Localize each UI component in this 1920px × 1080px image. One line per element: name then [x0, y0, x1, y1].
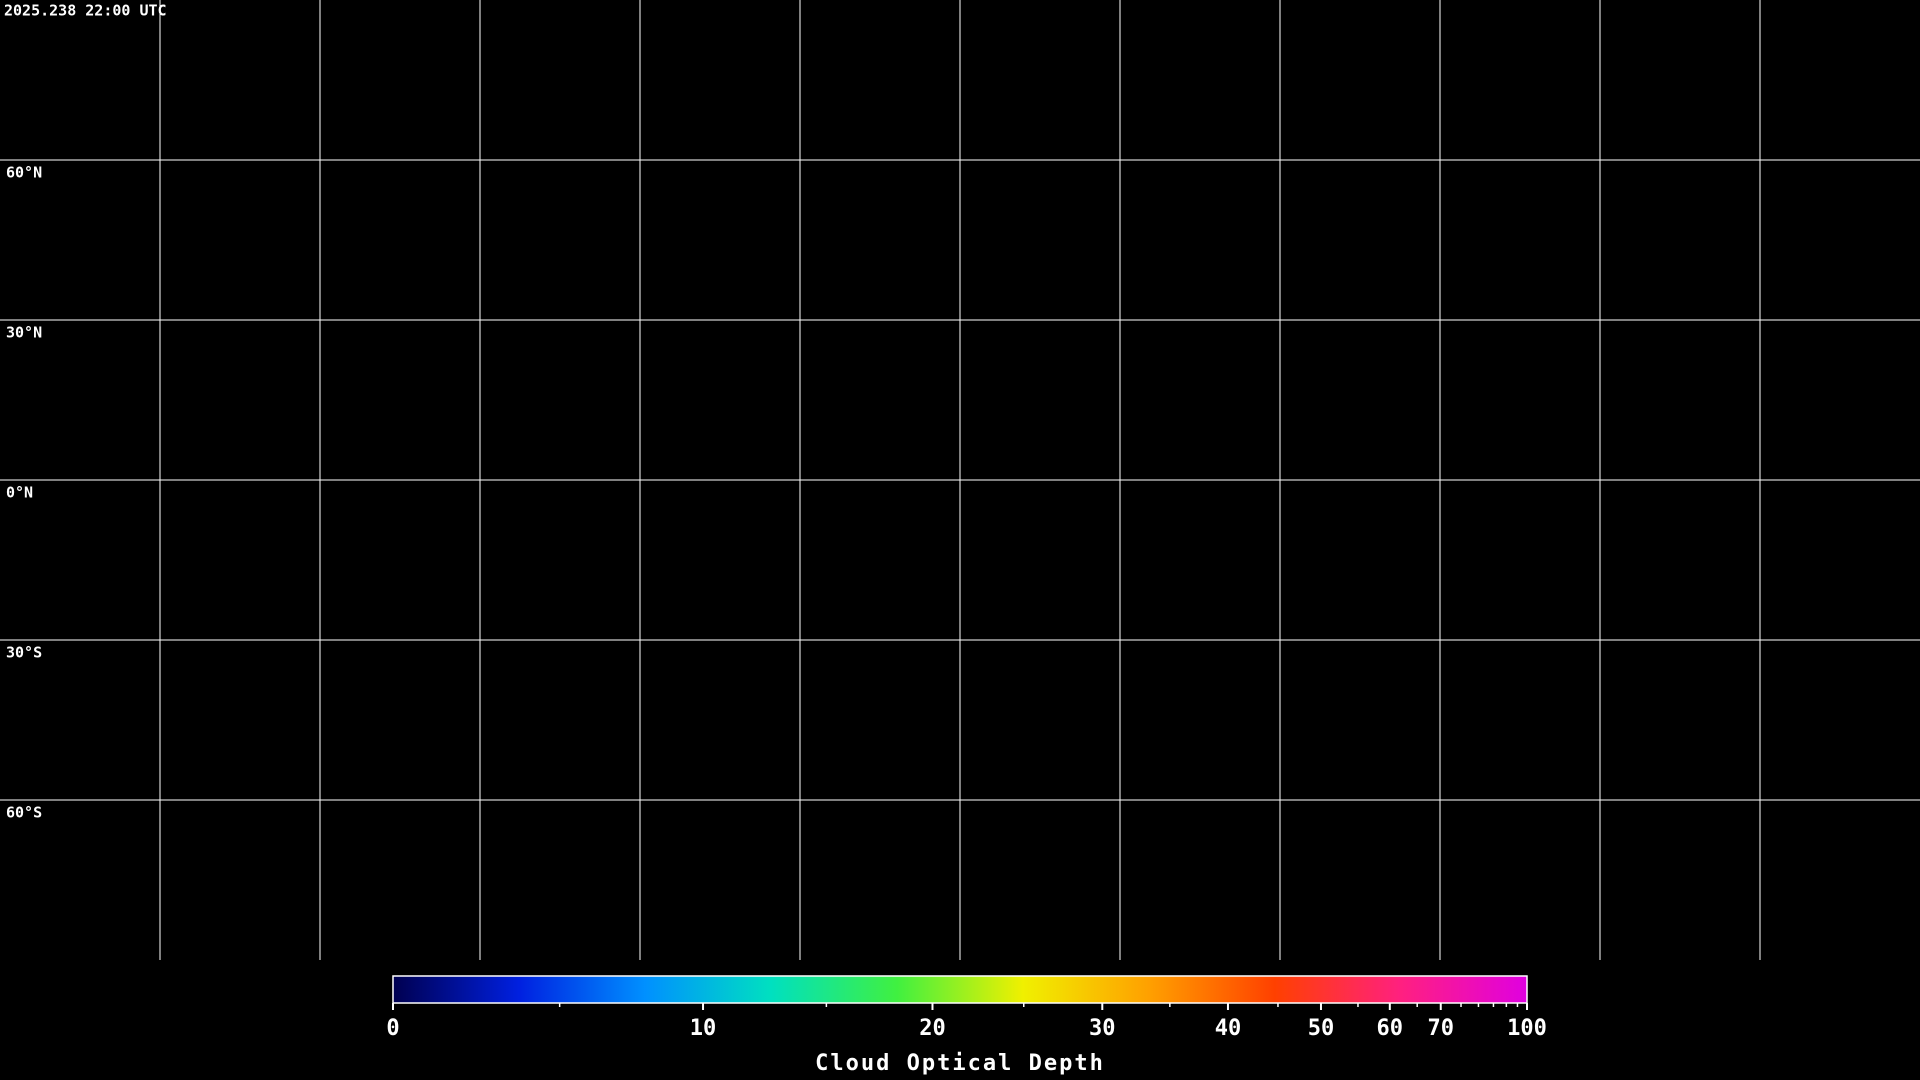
graticule: 60°N 30°N 0°N 30°S 60°S [0, 0, 1920, 960]
latitude-label: 0°N [6, 484, 33, 502]
colorbar-gradient [392, 975, 1528, 1004]
colorbar-tick-label: 0 [386, 1016, 399, 1041]
colorbar: 0 10 20 30 40 50 60 70 100 Cloud Optical Depth [386, 975, 1547, 1076]
timestamp: 2025.238 22:00 UTC [4, 2, 167, 20]
colorbar-tick-label: 10 [690, 1016, 717, 1041]
latitude-label: 60°N [6, 164, 42, 182]
colorbar-tick-label: 30 [1089, 1016, 1116, 1041]
colorbar-tick-label: 20 [919, 1016, 946, 1041]
colorbar-tick-label: 100 [1507, 1016, 1547, 1041]
no-data-region [534, 578, 614, 840]
colorbar-tick-label: 70 [1427, 1016, 1454, 1041]
latitude-label: 60°S [6, 804, 42, 822]
colorbar-tick-label: 50 [1308, 1016, 1335, 1041]
latitude-label: 30°S [6, 644, 42, 662]
colorbar-tick-label: 60 [1377, 1016, 1404, 1041]
latitude-label: 30°N [6, 324, 42, 342]
colorbar-tick-label: 40 [1215, 1016, 1242, 1041]
colorbar-label: Cloud Optical Depth [815, 1051, 1105, 1076]
